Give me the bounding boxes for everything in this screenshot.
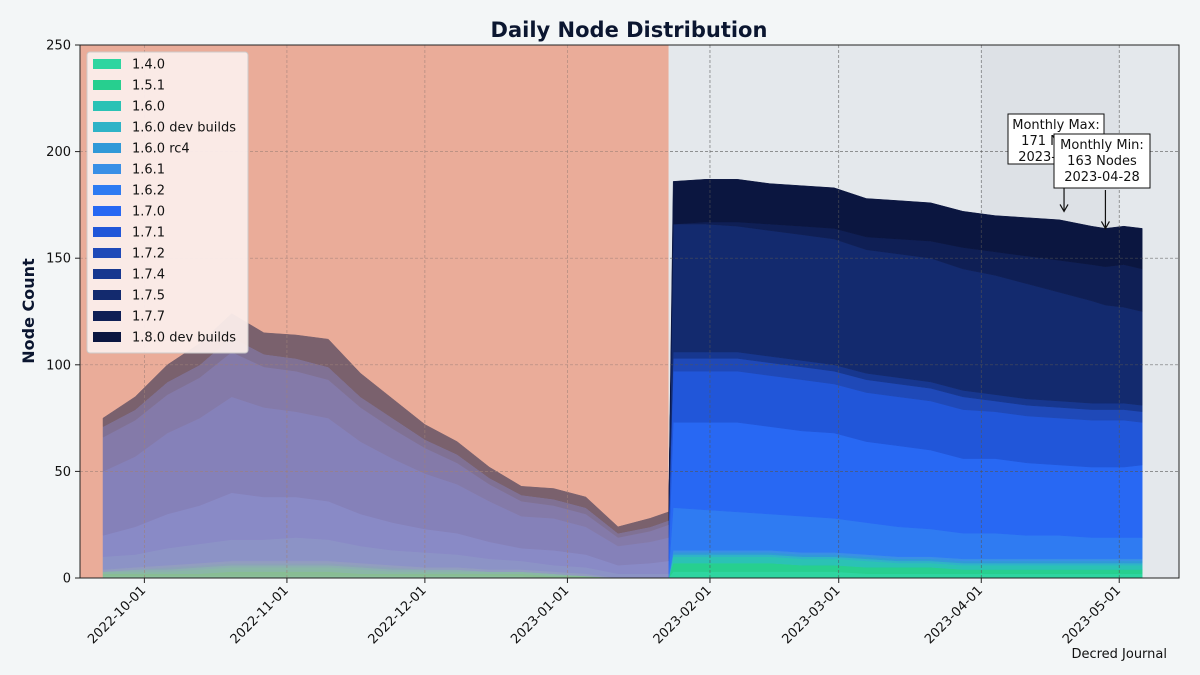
legend-swatch bbox=[93, 185, 121, 195]
legend: 1.4.0 1.5.1 1.6.0 1.6.0 dev builds 1.6.0 rc4… bbox=[86, 51, 249, 354]
legend-label: 1.6.0 bbox=[132, 100, 165, 115]
y-tick-label: 150 bbox=[46, 252, 71, 267]
x-axis-ticks: 2022-10-01 2022-11-01 2022-12-01 2023-01-01… bbox=[85, 578, 1124, 647]
legend-swatch bbox=[93, 248, 121, 258]
x-tick-label: 2022-10-01 bbox=[85, 583, 149, 647]
x-tick-label: 2022-12-01 bbox=[366, 583, 430, 647]
legend-label: 1.6.2 bbox=[132, 184, 165, 199]
plot-frame bbox=[79, 44, 1180, 579]
legend-label: 1.7.1 bbox=[132, 226, 165, 241]
legend-label: 1.4.0 bbox=[132, 58, 165, 73]
y-tick-label: 50 bbox=[54, 465, 71, 480]
legend-label: 1.7.7 bbox=[132, 310, 165, 325]
legend-swatch bbox=[93, 122, 121, 132]
legend-label: 1.5.1 bbox=[132, 79, 165, 94]
x-tick-label: 2023-02-01 bbox=[651, 583, 715, 647]
footer-credit: Decred Journal bbox=[1071, 647, 1167, 662]
y-tick-label: 0 bbox=[63, 572, 71, 587]
x-tick-label: 2022-11-01 bbox=[228, 583, 292, 647]
legend-swatch bbox=[93, 311, 121, 321]
legend-label: 1.6.0 dev builds bbox=[132, 121, 236, 136]
chart-title: Daily Node Distribution bbox=[491, 18, 768, 42]
x-tick-label: 2023-01-01 bbox=[508, 583, 572, 647]
legend-label: 1.6.1 bbox=[132, 163, 165, 178]
legend-box bbox=[86, 51, 249, 354]
x-tick-label: 2023-05-01 bbox=[1060, 583, 1124, 647]
legend-swatch bbox=[93, 101, 121, 111]
legend-label: 1.7.5 bbox=[132, 289, 165, 304]
y-tick-label: 250 bbox=[46, 39, 71, 54]
x-tick-label: 2023-04-01 bbox=[922, 583, 986, 647]
legend-label: 1.6.0 rc4 bbox=[132, 142, 190, 157]
legend-label: 1.7.2 bbox=[132, 247, 165, 262]
legend-swatch bbox=[93, 227, 121, 237]
annotation-label: Monthly Min: 163 Nodes 2023-04-28 bbox=[1060, 138, 1144, 185]
legend-label: 1.7.0 bbox=[132, 205, 165, 220]
legend-label: 1.8.0 dev builds bbox=[132, 331, 236, 346]
annotation-arrowhead bbox=[1100, 221, 1110, 230]
y-tick-label: 200 bbox=[46, 145, 71, 160]
y-axis-ticks: 0 50 100 150 200 250 bbox=[46, 39, 80, 587]
annotation-arrowhead bbox=[1059, 204, 1069, 213]
legend-swatch bbox=[93, 164, 121, 174]
legend-swatch bbox=[93, 59, 121, 69]
legend-swatch bbox=[93, 332, 121, 342]
legend-swatch bbox=[93, 206, 121, 216]
legend-swatch bbox=[93, 143, 121, 153]
x-tick-label: 2023-03-01 bbox=[780, 583, 844, 647]
legend-label: 1.7.4 bbox=[132, 268, 165, 283]
legend-swatch bbox=[93, 80, 121, 90]
legend-swatch bbox=[93, 290, 121, 300]
legend-swatch bbox=[93, 269, 121, 279]
y-tick-label: 100 bbox=[46, 358, 71, 373]
annotation-box bbox=[1053, 133, 1151, 189]
y-axis-label: Node Count bbox=[19, 258, 38, 364]
